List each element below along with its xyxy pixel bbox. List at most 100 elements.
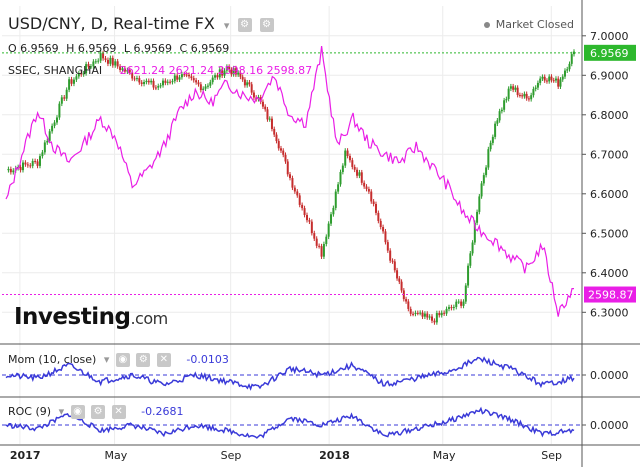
candle-body (173, 75, 176, 82)
candle-body (308, 220, 311, 222)
candle-body (188, 74, 191, 77)
y-tick-label: 6.8000 (590, 109, 629, 122)
chart-title: USD/CNY, D, Real-time FX ▾ ⚙ ⚙ (8, 14, 274, 33)
candle-body (431, 316, 433, 321)
y-tick-label: 7.0000 (590, 30, 629, 43)
candle-body (396, 270, 399, 279)
overlay-last-tag (584, 286, 636, 303)
candle-body (282, 150, 285, 155)
candle-body (391, 260, 394, 262)
candle-body (164, 80, 167, 83)
settings-icon[interactable]: ⚙ (136, 353, 151, 367)
candle-body (77, 73, 80, 77)
candle-body (209, 82, 212, 86)
candle-body (252, 92, 255, 98)
visibility-icon[interactable]: ◉ (70, 405, 85, 419)
candle-body (140, 82, 143, 84)
candle-body (286, 161, 289, 175)
visibility-icon[interactable]: ◉ (115, 353, 130, 367)
y-tick-label: 6.4000 (590, 267, 629, 280)
candle-body (34, 160, 37, 162)
roc-label: ROC (9) (8, 405, 52, 418)
candle-body (348, 155, 351, 161)
close-icon[interactable]: ✕ (111, 405, 126, 419)
candle-body (46, 140, 49, 143)
candle-body (279, 148, 282, 151)
candle-body (478, 196, 481, 212)
candle-body (24, 162, 27, 165)
candle-body (489, 142, 492, 150)
candle-body (261, 101, 264, 107)
chevron-down-icon[interactable]: ▾ (58, 405, 65, 418)
candle-body (97, 60, 100, 62)
candle-body (277, 141, 280, 149)
candle-body (341, 165, 344, 172)
price-plot (2, 46, 582, 325)
candle-body (248, 82, 251, 85)
candle-body (266, 109, 269, 120)
candle-body (195, 80, 198, 83)
open-value: O 6.9569 (8, 42, 59, 55)
momentum-value: -0.0103 (186, 353, 229, 366)
candle-body (548, 76, 551, 82)
candle-body (119, 66, 122, 70)
candle-body (92, 61, 95, 67)
candle-body (407, 301, 410, 309)
candle-body (379, 220, 382, 228)
y-tick-label: 0.0000 (590, 369, 629, 382)
candle-body (545, 80, 548, 82)
candle-body (455, 301, 458, 308)
last-price-tag-label: 6.9569 (590, 47, 629, 60)
candle-body (58, 103, 61, 118)
candle-body (135, 78, 138, 80)
low-value: L 6.9569 (123, 42, 173, 55)
candle-body (133, 78, 136, 80)
chevron-down-icon[interactable]: ▾ (223, 19, 230, 32)
candle-body (563, 70, 566, 77)
candle-body (284, 154, 287, 162)
candle-body (452, 307, 455, 309)
candle-body (416, 312, 419, 314)
candle-body (327, 223, 330, 237)
candle-body (38, 156, 41, 166)
chevron-down-icon[interactable]: ▾ (103, 353, 110, 366)
candle-body (561, 76, 564, 80)
candle-body (41, 152, 44, 157)
candle-body (374, 203, 377, 213)
candle-body (460, 301, 463, 306)
candle-body (377, 212, 380, 221)
candle-body (9, 168, 12, 173)
last-price-tag (584, 44, 636, 61)
settings-icon[interactable]: ⚙ (237, 17, 252, 32)
candle-body (332, 207, 335, 215)
candle-body (36, 161, 39, 166)
candle-body (570, 54, 573, 64)
candle-body (289, 174, 291, 179)
candle-body (464, 285, 467, 302)
candle-body (400, 281, 403, 291)
candle-body (223, 70, 226, 76)
candle-body (291, 178, 294, 188)
candle-body (214, 75, 217, 78)
y-tick-label: 6.6000 (590, 188, 629, 201)
overlay-name: SSEC, SHANGHAI (8, 64, 103, 77)
candle-body (320, 246, 323, 257)
candle-body (419, 312, 422, 314)
gear-icon[interactable]: ⚙ (259, 17, 274, 32)
candle-body (512, 86, 515, 90)
candle-body (405, 299, 408, 302)
candle-body (566, 69, 569, 71)
candle-body (554, 78, 557, 81)
candle-body (157, 86, 160, 88)
candle-body (116, 61, 119, 67)
candle-body (126, 70, 129, 72)
candle-body (104, 58, 107, 60)
roc-legend: ROC (9) ▾ ◉ ⚙ ✕ -0.2681 (8, 405, 184, 419)
candle-body (152, 80, 155, 88)
candle-body (232, 68, 235, 75)
candle-body (26, 164, 29, 166)
settings-icon[interactable]: ⚙ (91, 405, 106, 419)
close-icon[interactable]: ✕ (156, 353, 171, 367)
candle-body (114, 61, 117, 66)
